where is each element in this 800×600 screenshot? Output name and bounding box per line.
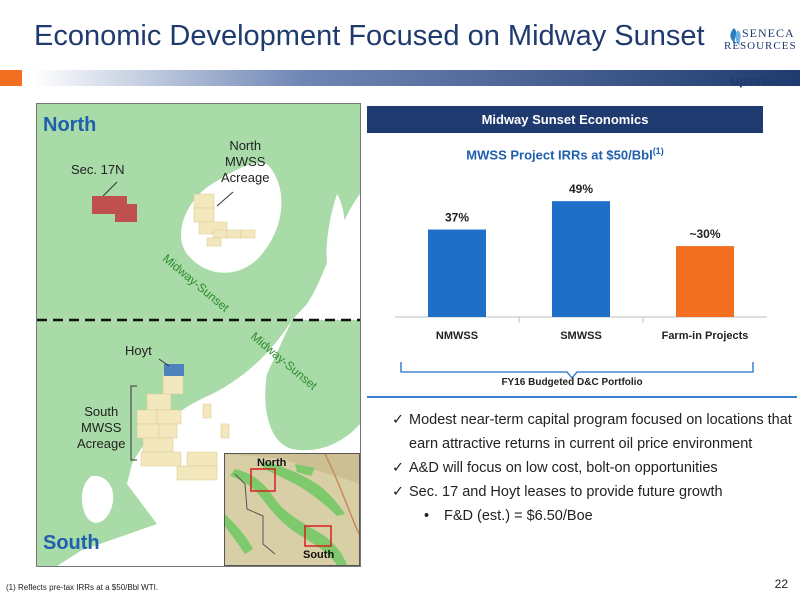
bullet-item: ✓ Sec. 17 and Hoyt leases to provide futu… [392,480,792,504]
seneca-flame-icon [730,28,741,46]
bullet-text: A&D will focus on low cost, bolt-on oppo… [409,460,718,476]
logo-line2: RESOURCES [724,40,797,52]
header-accent-bar [0,70,22,86]
inset-south-label: South [303,549,335,561]
inset-terrain-graphic [225,454,359,565]
data-label-2: ~30% [689,227,720,241]
bar-2 [676,246,734,317]
sec17n-label: Sec. 17N [71,162,125,177]
segment-label: Upstream [730,74,786,88]
north-region-label: North [43,114,97,136]
inset-north-label: North [257,457,287,469]
south-acreage-label-line: Acreage [77,436,126,451]
bar-0 [428,229,486,317]
field-map-graphic [37,104,360,566]
section-divider [367,396,797,398]
logo-line1: SENECA [742,26,795,40]
irr-bar-chart: FY16 Budgeted D&C Portfolio 37% NMWSS 49% S… [395,182,767,388]
portfolio-bracket-label: FY16 Budgeted D&C Portfolio [501,377,642,388]
category-label-1: SMWSS [560,330,602,342]
category-label-2: Farm-in Projects [662,330,749,342]
inset-locator-map: North South [224,453,360,566]
bullet-dot-icon: • [424,508,430,524]
south-acreage-label-line: South [84,404,119,419]
check-icon: ✓ [392,460,405,476]
bar-1 [552,201,610,317]
header-band [32,70,800,86]
chart-title: MWSS Project IRRs at $50/Bbl(1) [367,146,763,162]
slide-title: Economic Development Focused on Midway S… [34,20,705,52]
data-label-1: 49% [569,182,593,196]
south-acreage-label-line: MWSS [80,420,122,435]
south-region-label: South [43,532,100,554]
north-acreage-label-line: North [229,138,262,153]
page-number: 22 [774,577,788,591]
hoyt-label: Hoyt [125,343,152,358]
chart-title-text: MWSS Project IRRs at $50/Bbl [466,147,653,163]
portfolio-bracket [400,362,754,380]
economics-header: Midway Sunset Economics [367,106,763,133]
bullet-text: Sec. 17 and Hoyt leases to provide futur… [409,484,723,500]
bullet-item: ✓ A&D will focus on low cost, bolt-on opp… [392,456,792,480]
footnote: (1) Reflects pre-tax IRRs at a $50/Bbl W… [6,583,159,592]
bullet-text: Modest near-term capital program focused… [409,412,792,452]
check-icon: ✓ [392,484,405,500]
sub-bullet-text: F&D (est.) = $6.50/Boe [444,508,593,524]
bullet-item: ✓ Modest near-term capital program focuse… [392,408,792,456]
north-acreage-label-line: Acreage [221,170,270,185]
data-label-0: 37% [445,211,469,225]
midway-sunset-map: North South Sec. 17N North MWSS Acreage … [36,103,361,567]
check-icon: ✓ [392,412,405,428]
sub-bullet-item: • F&D (est.) = $6.50/Boe [392,504,792,528]
north-acreage-label: North MWSS Acreage [221,138,269,186]
chart-title-footnote-ref: (1) [652,146,664,156]
north-acreage-label-line: MWSS [224,154,266,169]
key-points-list: ✓ Modest near-term capital program focuse… [392,408,792,528]
south-acreage-label: South MWSS Acreage [77,404,125,452]
category-label-0: NMWSS [436,330,478,342]
